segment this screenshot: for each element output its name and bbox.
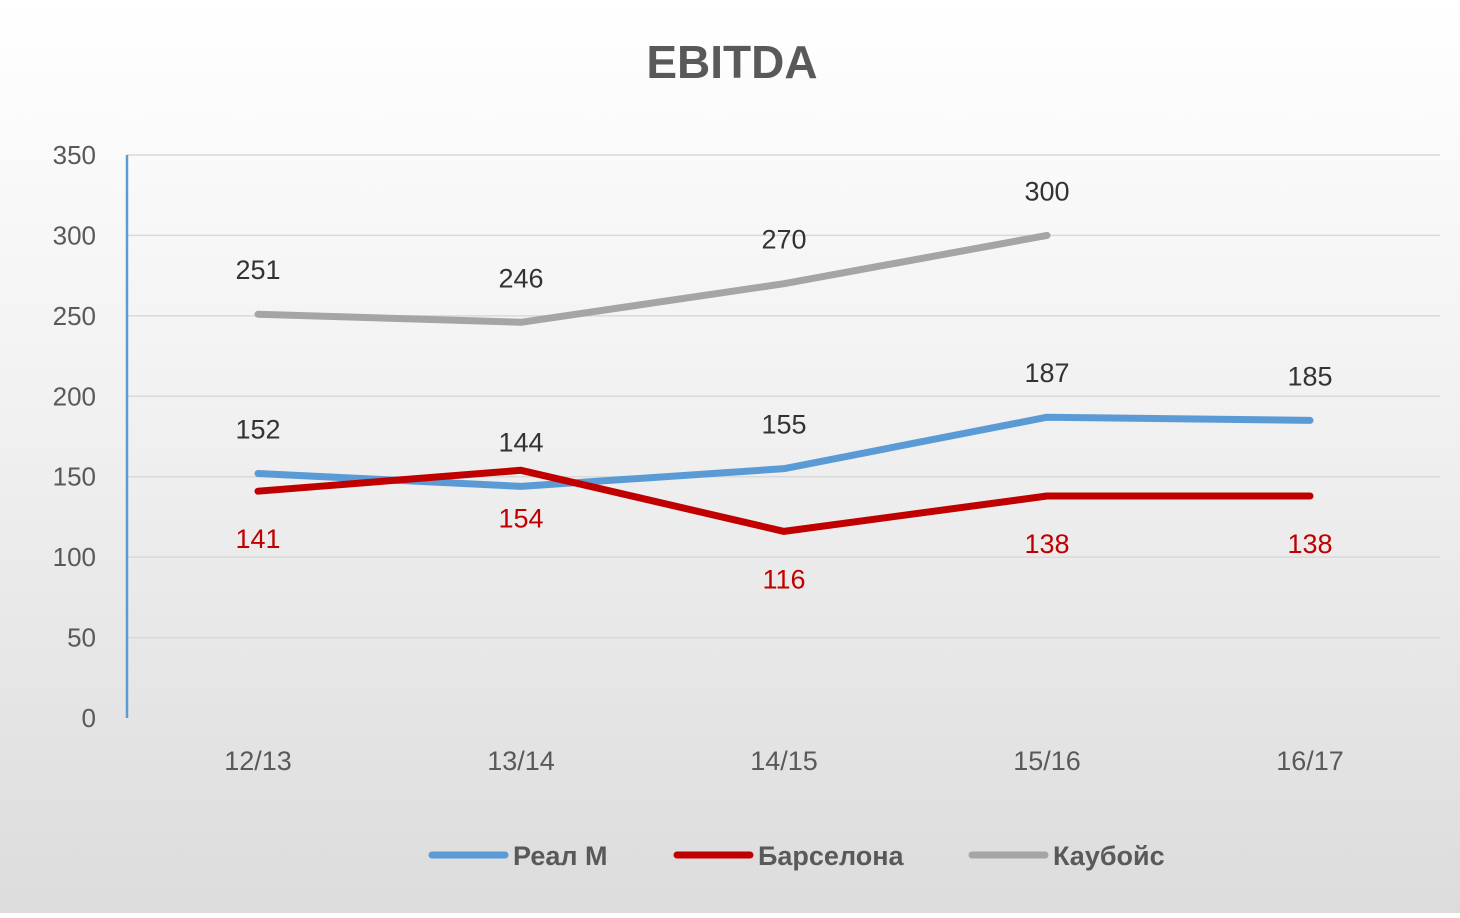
data-label: 144 (498, 427, 543, 457)
y-tick-label: 0 (82, 703, 96, 733)
x-tick-label: 16/17 (1276, 746, 1344, 776)
data-label: 300 (1024, 176, 1069, 206)
data-label: 152 (235, 414, 280, 444)
series-line-2 (254, 231, 1051, 326)
legend-label: Барселона (758, 841, 905, 871)
data-label: 138 (1024, 529, 1069, 559)
y-tick-label: 50 (67, 623, 96, 653)
y-tick-label: 150 (53, 462, 96, 492)
x-tick-label: 14/15 (750, 746, 818, 776)
data-label: 141 (235, 524, 280, 554)
x-tick-label: 15/16 (1013, 746, 1081, 776)
y-tick-label: 200 (53, 381, 96, 411)
axes: 0 50 100 150 200 250 300 350 12/13 13/14 14/15 15/1… (53, 140, 1344, 776)
legend-label: Каубойс (1053, 841, 1165, 871)
legend: Реал М Барселона Каубойс (428, 841, 1165, 871)
y-tick-label: 250 (53, 301, 96, 331)
data-label: 154 (498, 503, 543, 533)
x-tick-label: 12/13 (224, 746, 292, 776)
data-label: 251 (235, 255, 280, 285)
y-tick-label: 300 (53, 220, 96, 250)
data-label: 185 (1287, 361, 1332, 391)
series-line-0 (254, 413, 1314, 490)
series-lines (254, 231, 1314, 535)
x-tick-label: 13/14 (487, 746, 555, 776)
y-tick-label: 100 (53, 542, 96, 572)
data-label: 155 (761, 410, 806, 440)
data-label: 187 (1024, 358, 1069, 388)
data-labels: 152 144 155 187 185 141 154 116 138 138 251 246 270 3… (235, 176, 1332, 594)
y-tick-label: 350 (53, 140, 96, 170)
data-label: 246 (498, 263, 543, 293)
series-line-1 (254, 466, 1314, 535)
data-label: 270 (761, 225, 806, 255)
chart-title: EBITDA (646, 36, 817, 88)
legend-label: Реал М (513, 841, 608, 871)
data-label: 116 (762, 564, 805, 594)
data-label: 138 (1287, 529, 1332, 559)
